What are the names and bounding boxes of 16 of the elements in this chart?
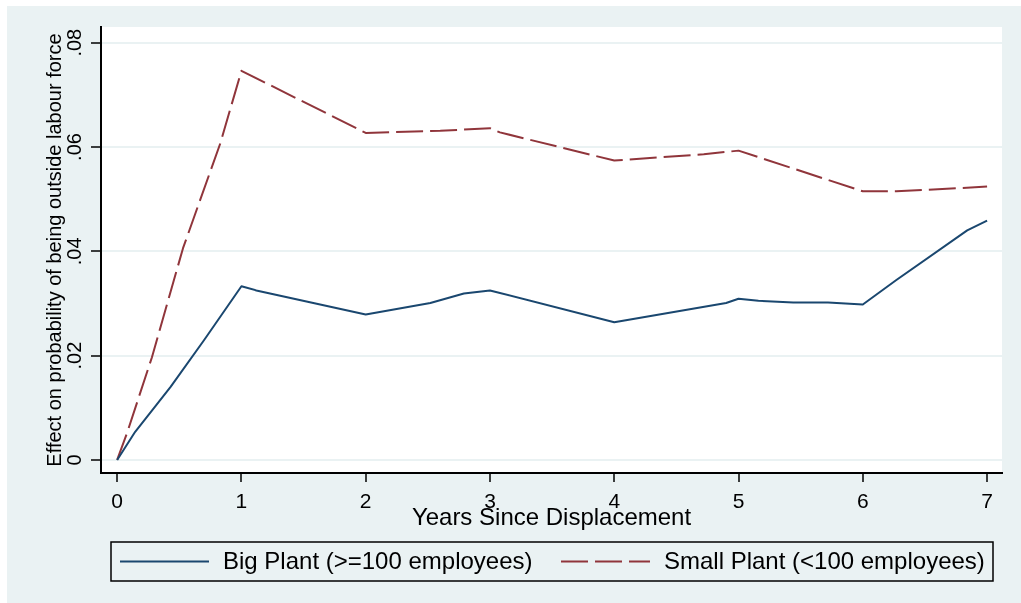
y-tick-label: .04 xyxy=(62,237,85,266)
x-tick-label: 2 xyxy=(359,489,372,513)
x-tick-label: 0 xyxy=(111,489,123,513)
x-tick-label: 1 xyxy=(235,489,248,513)
y-tick-label: 0 xyxy=(62,454,85,466)
legend-label: Small Plant (<100 employees) xyxy=(664,547,985,575)
y-tick-label: .02 xyxy=(62,341,85,370)
x-tick-label: 4 xyxy=(608,489,621,513)
x-tick-label: 5 xyxy=(732,489,745,513)
x-tick-label: 6 xyxy=(856,489,869,513)
legend-label: Big Plant (>=100 employees) xyxy=(223,547,533,575)
x-tick-label: 7 xyxy=(981,489,993,513)
y-tick-label: .06 xyxy=(62,133,85,161)
line-series xyxy=(116,69,989,461)
y-axis-title: Effect on probability of being outside labour force xyxy=(42,33,65,467)
y-tick-label: .08 xyxy=(62,28,85,57)
